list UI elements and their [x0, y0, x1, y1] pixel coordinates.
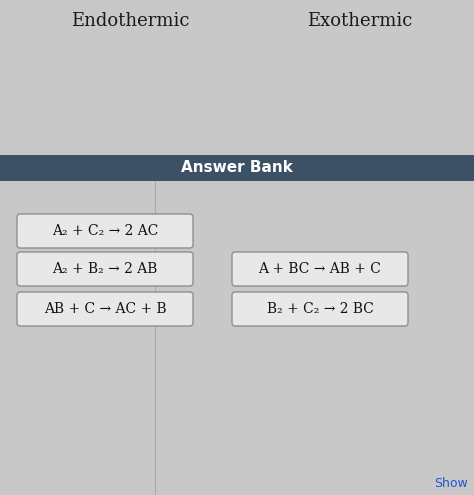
Text: Show: Show: [434, 477, 468, 490]
Bar: [0, 155, 474, 181]
Text: Exothermic: Exothermic: [307, 12, 413, 30]
FancyBboxPatch shape: [14, 171, 227, 469]
Text: B₂ + C₂ → 2 BC: B₂ + C₂ → 2 BC: [266, 302, 374, 316]
Text: A₂ + C₂ → 2 AC: A₂ + C₂ → 2 AC: [52, 224, 158, 238]
FancyBboxPatch shape: [232, 292, 408, 326]
FancyBboxPatch shape: [17, 214, 193, 248]
FancyBboxPatch shape: [232, 252, 408, 286]
FancyBboxPatch shape: [17, 252, 193, 286]
Bar: [0, 181, 474, 495]
Text: A₂ + B₂ → 2 AB: A₂ + B₂ → 2 AB: [52, 262, 158, 276]
Text: A + BC → AB + C: A + BC → AB + C: [258, 262, 382, 276]
Text: Answer Bank: Answer Bank: [181, 160, 293, 176]
Text: AB + C → AC + B: AB + C → AC + B: [44, 302, 166, 316]
FancyBboxPatch shape: [244, 171, 457, 469]
FancyBboxPatch shape: [17, 292, 193, 326]
Text: Endothermic: Endothermic: [71, 12, 189, 30]
